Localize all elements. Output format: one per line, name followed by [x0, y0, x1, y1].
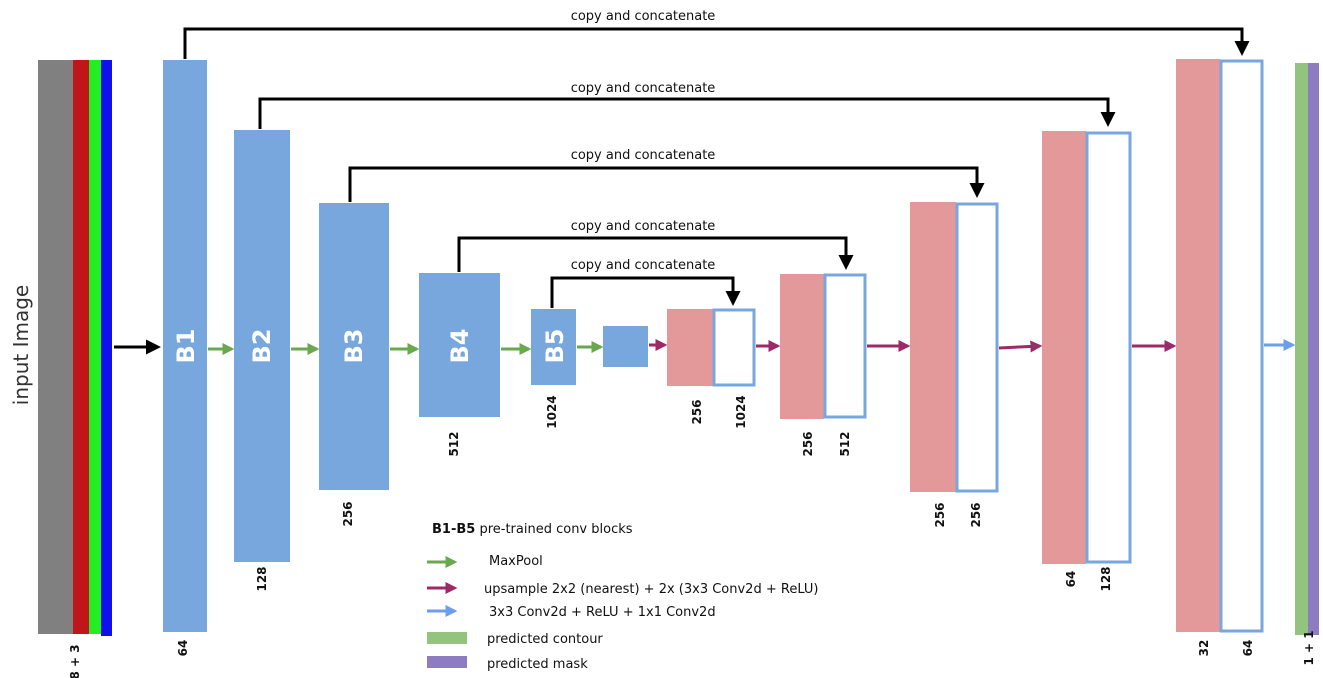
- encoder-block-b4: [419, 273, 500, 417]
- input-green-layer: [89, 60, 101, 634]
- decoder-skip-2-channels: 512: [838, 431, 852, 456]
- encoder-block-b2: [234, 130, 290, 562]
- skip-connection-5: [550, 276, 741, 308]
- decoder-upsampled-3-channels: 256: [933, 502, 947, 527]
- decoder-upsampled-5-channels: 32: [1197, 640, 1211, 657]
- encoder-block-b3-channels: 256: [341, 501, 355, 526]
- output-contour-layer: [1295, 63, 1308, 635]
- input-image-label: input Image: [9, 285, 33, 405]
- encoder-block-b2-label: B2: [248, 329, 276, 364]
- legend-upsample-text: upsample 2x2 (nearest) + 2x (3x3 Conv2d …: [484, 582, 819, 597]
- legend-mask-text: predicted mask: [487, 657, 588, 672]
- skip-connection-4-label: copy and concatenate: [571, 219, 716, 234]
- legend-conv-text: 3x3 Conv2d + ReLU + 1x1 Conv2d: [489, 605, 716, 620]
- decoder-skip-4-channels: 128: [1099, 566, 1113, 591]
- decoder-skip-1-channels: 1024: [734, 395, 748, 428]
- encoder-block-b3-label: B3: [340, 329, 368, 364]
- legend-maxpool-text: MaxPool: [489, 554, 543, 569]
- legend: B1-B5 pre-trained conv blocks MaxPool up…: [427, 522, 819, 672]
- decoder-upsampled-2: [780, 274, 824, 419]
- decoder-upsampled-1-channels: 256: [690, 399, 704, 424]
- output-channels-label: 1 + 1: [1302, 630, 1316, 665]
- decoder-skip-2: [823, 273, 867, 419]
- decoder-skip-5: [1219, 59, 1264, 633]
- skip-connection-2-label: copy and concatenate: [571, 81, 716, 96]
- decoder-upsampled-5: [1176, 59, 1220, 632]
- legend-title: B1-B5 pre-trained conv blocks: [432, 522, 633, 537]
- encoder-block-b3: [319, 203, 389, 490]
- encoder-block-b1: [163, 60, 207, 632]
- skip-connection-5-label: copy and concatenate: [571, 258, 716, 273]
- encoder-block-b4-label: B4: [446, 329, 474, 364]
- decoder-skip-3-channels: 256: [969, 502, 983, 527]
- skip-connection-3-label: copy and concatenate: [571, 148, 716, 163]
- input-blue-layer: [101, 60, 112, 636]
- skip-connection-1-label: copy and concatenate: [571, 9, 716, 24]
- input-red-layer: [73, 60, 89, 634]
- legend-title-bold: B1-B5: [432, 522, 475, 537]
- output-mask-layer: [1308, 63, 1319, 635]
- decoder-upsampled-1: [667, 309, 713, 386]
- bottleneck-block: [603, 326, 648, 367]
- legend-mask-swatch: [427, 656, 467, 668]
- skip-connection-2: [258, 97, 1116, 129]
- encoder-block-b5-label: B5: [541, 329, 569, 364]
- input-gray-layer: [38, 60, 73, 634]
- decoder-upsampled-4-channels: 64: [1064, 571, 1078, 588]
- encoder-block-b2-channels: 128: [255, 566, 269, 591]
- encoder-block-b1-label: B1: [172, 329, 200, 364]
- encoder-block-b5-channels: 1024: [545, 395, 559, 428]
- skip-connection-3: [348, 166, 985, 202]
- legend-title-rest: pre-trained conv blocks: [475, 522, 632, 537]
- decoder-skip-5-channels: 64: [1241, 640, 1255, 657]
- decoder-upsampled-2-channels: 256: [801, 431, 815, 456]
- skip-connection-1: [183, 27, 1250, 59]
- upsample-arrow-4: [998, 340, 1043, 353]
- skip-connection-4: [457, 236, 854, 272]
- decoder-skip-1: [712, 308, 756, 387]
- decoder-upsampled-4: [1042, 131, 1086, 564]
- legend-contour-text: predicted contour: [487, 632, 603, 647]
- decoder-upsampled-3: [910, 202, 956, 492]
- input-image-stack: [38, 60, 112, 636]
- decoder-skip-4: [1085, 131, 1132, 564]
- decoder-skip-3: [955, 202, 999, 493]
- encoder-block-b1-channels: 64: [176, 640, 190, 657]
- encoder-block-b5: [531, 309, 576, 385]
- input-channels-label: 8 + 3: [68, 644, 82, 678]
- legend-contour-swatch: [427, 632, 467, 644]
- encoder-block-b4-channels: 512: [447, 431, 461, 456]
